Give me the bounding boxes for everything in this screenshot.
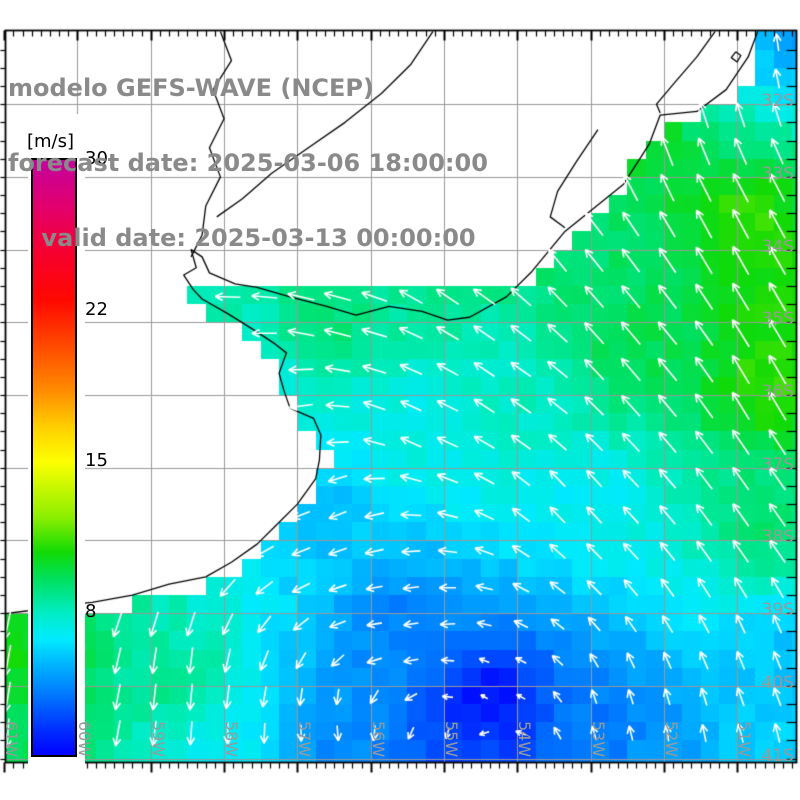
lon-label: 61W <box>2 721 22 758</box>
lat-label: 38S <box>761 527 794 548</box>
lon-label: 52W <box>661 721 681 758</box>
colorbar-tick-label: 15 <box>85 449 108 471</box>
lat-label: 41S <box>761 745 794 766</box>
colorbar-tick-label: 8 <box>85 600 97 622</box>
lat-label: 32S <box>761 91 794 112</box>
lon-label: 54W <box>515 721 535 758</box>
lat-label: 33S <box>761 163 794 184</box>
lon-label: 60W <box>75 721 95 758</box>
colorbar-tick-label: 30 <box>85 148 108 169</box>
title-block: modelo GEFS-WAVE (NCEP) forecast date: 2… <box>8 26 488 301</box>
lon-label: 58W <box>222 721 242 758</box>
forecast-date: forecast date: 2025-03-06 18:00:00 <box>8 149 488 177</box>
colorbar-gradient <box>31 158 77 757</box>
lon-label: 56W <box>368 721 388 758</box>
lat-label: 34S <box>761 236 794 257</box>
lon-label: 51W <box>735 721 755 758</box>
colorbar-unit-label: [m/s] <box>27 131 75 152</box>
lat-label: 39S <box>761 600 794 621</box>
lat-label: 35S <box>761 309 794 330</box>
lon-label: 55W <box>441 721 461 758</box>
lon-label: 57W <box>295 721 315 758</box>
lon-label: 59W <box>148 721 168 758</box>
lat-label: 40S <box>761 672 794 693</box>
colorbar-tick-label: 22 <box>85 298 108 320</box>
lat-label: 37S <box>761 454 794 475</box>
lat-label: 36S <box>761 382 794 403</box>
model-title: modelo GEFS-WAVE (NCEP) <box>8 74 374 102</box>
valid-date: valid date: 2025-03-13 00:00:00 <box>8 224 476 252</box>
lon-label: 53W <box>588 721 608 758</box>
